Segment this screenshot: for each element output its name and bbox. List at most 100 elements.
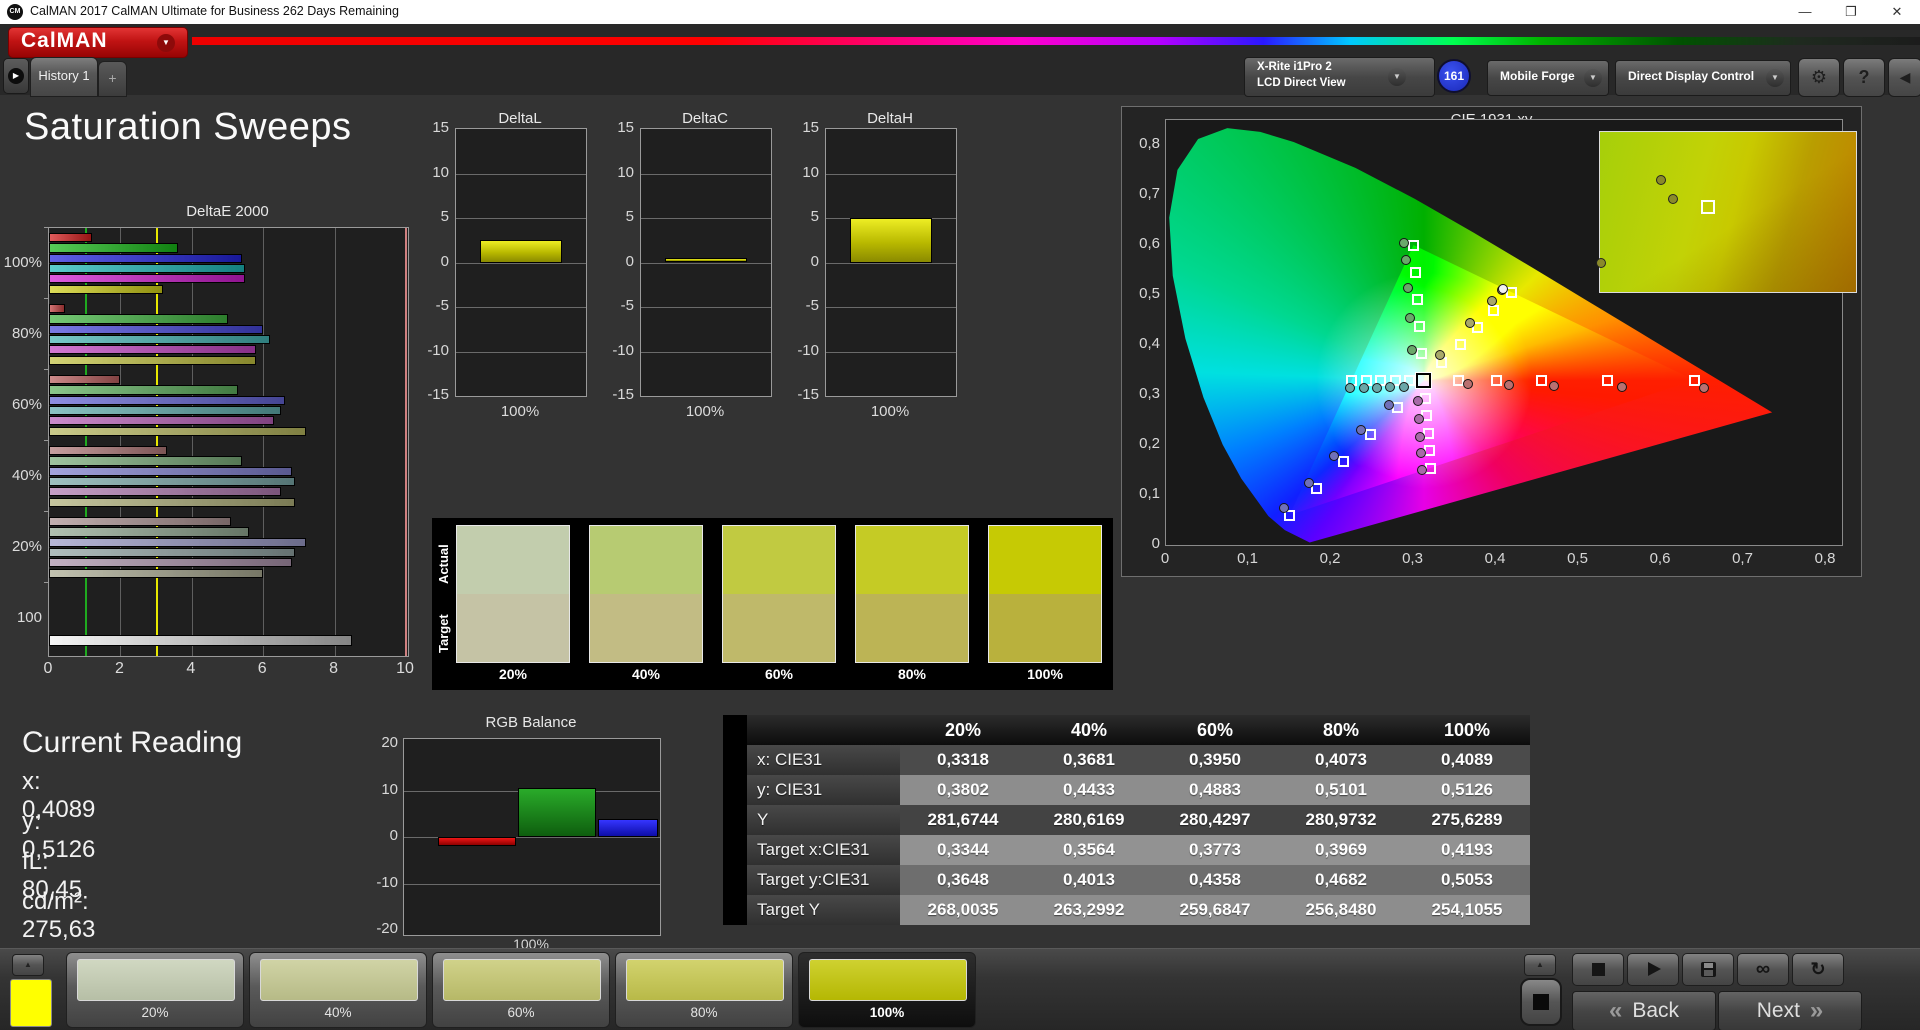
close-button[interactable]: ✕ <box>1891 4 1903 19</box>
stop-button[interactable] <box>1572 953 1624 986</box>
refresh-icon: ↻ <box>1810 959 1826 979</box>
play-button[interactable] <box>1627 953 1679 986</box>
cie-target-square-cyan <box>1389 375 1401 386</box>
collapse-panel-button[interactable]: ◀ <box>1888 58 1920 97</box>
deltaL-tick: 0 <box>440 252 449 270</box>
patch-label: 40% <box>324 1005 352 1020</box>
patch-button-40%[interactable]: 40% <box>249 952 427 1028</box>
deltae-x-tick: 10 <box>396 660 414 677</box>
deltae-x-tick: 6 <box>257 660 267 677</box>
patch-button-60%[interactable]: 60% <box>432 952 610 1028</box>
swatch-actual <box>856 526 968 594</box>
display-control-dropdown[interactable]: Direct Display Control ▼ <box>1615 60 1791 96</box>
cie-measured-point-blue <box>1278 502 1289 513</box>
deltaL-tick: -10 <box>427 341 449 359</box>
patch-button-80%[interactable]: 80% <box>615 952 793 1028</box>
cie-target-square-blue <box>1284 509 1296 521</box>
deltae-bar <box>49 635 353 646</box>
swatch-actual <box>590 526 702 594</box>
swatch-target <box>723 594 835 662</box>
table-cell: 0,4089 <box>1404 745 1530 775</box>
deltaL-bar <box>480 240 562 263</box>
chevron-down-icon: ▼ <box>1766 69 1784 87</box>
swatch-label: 100% <box>1027 666 1063 682</box>
deltae-group-label: 100% <box>3 253 42 271</box>
expand-up-button-right[interactable]: ▲ <box>1524 954 1556 976</box>
deltae-bar <box>49 456 242 466</box>
workflow-nav-button[interactable]: ▶ <box>3 58 29 94</box>
back-button[interactable]: « Back <box>1572 991 1716 1030</box>
cie-measured-point-yellow <box>1434 349 1445 360</box>
swatch-actual <box>457 526 569 594</box>
expand-up-button[interactable]: ▲ <box>12 954 44 976</box>
minimize-button[interactable]: — <box>1798 4 1812 19</box>
stop-measure-button[interactable] <box>1520 978 1562 1026</box>
patch-label: 100% <box>869 1005 905 1020</box>
cie-measured-point-green <box>1401 255 1412 265</box>
table-header-row: 20% 40% 60% 80% 100% <box>723 715 1530 745</box>
refresh-button[interactable]: ↻ <box>1792 953 1844 986</box>
cie-measured-point-red <box>1698 382 1709 393</box>
table-cell: 0,3802 <box>900 775 1026 805</box>
cie-y-tick: 0,6 <box>1139 235 1160 252</box>
spectrum-bar <box>192 37 1920 45</box>
patch-button-100%[interactable]: 100% <box>798 952 976 1028</box>
gridline <box>456 262 586 264</box>
gridline <box>191 228 193 656</box>
infinity-button[interactable]: ∞ <box>1737 953 1789 986</box>
deltae-bar <box>49 355 257 365</box>
gridline <box>404 837 660 838</box>
cie-target-square-blue <box>1311 482 1323 494</box>
swatch-target <box>457 594 569 662</box>
table-row-strip <box>723 895 747 925</box>
cie-target-square-blue <box>1364 428 1376 440</box>
inset-measured-point <box>1667 194 1678 205</box>
add-tab-button[interactable]: + <box>98 61 127 97</box>
maximize-button[interactable]: ❐ <box>1845 4 1857 19</box>
table-cell: 0,4682 <box>1278 865 1404 895</box>
gridline <box>404 883 660 885</box>
table-cell: 0,3969 <box>1278 835 1404 865</box>
next-button[interactable]: Next » <box>1718 991 1862 1030</box>
gridline <box>641 218 771 219</box>
table-cell: 0,5126 <box>1404 775 1530 805</box>
table-row-label: Y <box>747 805 900 835</box>
help-button[interactable]: ? <box>1843 58 1885 97</box>
deltae-x-tick: 8 <box>329 660 339 677</box>
source-dropdown[interactable]: Mobile Forge ▼ <box>1487 60 1609 96</box>
reading-line: x: 0,4089 <box>22 768 96 823</box>
table-row: Y 281,6744 280,6169 280,4297 280,9732 275,628… <box>723 805 1530 835</box>
table-cell: 0,5101 <box>1278 775 1404 805</box>
cie-measured-point-green <box>1399 237 1410 248</box>
cie-measured-point-blue <box>1303 477 1314 488</box>
settings-button[interactable]: ⚙ <box>1798 58 1840 97</box>
meter-count-badge[interactable]: 161 <box>1437 59 1471 93</box>
deltae-x-tick: 4 <box>186 660 196 677</box>
table-cell: 280,4297 <box>1152 805 1278 835</box>
tick-mark <box>44 297 48 299</box>
deltae-bar <box>49 476 296 487</box>
gridline <box>641 173 771 175</box>
tick-mark <box>44 439 48 441</box>
deltae-bar <box>49 547 296 558</box>
deltaL-tick: 10 <box>432 163 449 181</box>
calman-logo-button[interactable]: CalMAN ▼ <box>8 27 188 58</box>
meter-dropdown[interactable]: X-Rite i1Pro 2 LCD Direct View ▼ <box>1244 57 1435 97</box>
display-label: Direct Display Control <box>1628 69 1755 83</box>
swatch-label: 80% <box>897 666 927 682</box>
gridline <box>826 307 956 308</box>
deltaL-tick: -15 <box>427 386 449 403</box>
cie-x-tick: 0,4 <box>1484 550 1506 567</box>
cie-measured-point-blue <box>1383 400 1394 410</box>
save-button[interactable] <box>1682 953 1734 986</box>
tab-history-1[interactable]: History 1 <box>30 57 98 97</box>
deltae-bar <box>49 334 271 345</box>
gridline <box>120 228 122 656</box>
patch-button-20%[interactable]: 20% <box>66 952 244 1028</box>
table-cell: 0,5053 <box>1404 865 1530 895</box>
window-titlebar: CM CalMAN 2017 CalMAN Ultimate for Busin… <box>0 0 1920 24</box>
table-header-cell: 40% <box>1070 720 1108 740</box>
gridline <box>826 351 956 353</box>
current-color-chip <box>10 979 52 1027</box>
table-row-label: Target x:CIE31 <box>747 835 900 865</box>
